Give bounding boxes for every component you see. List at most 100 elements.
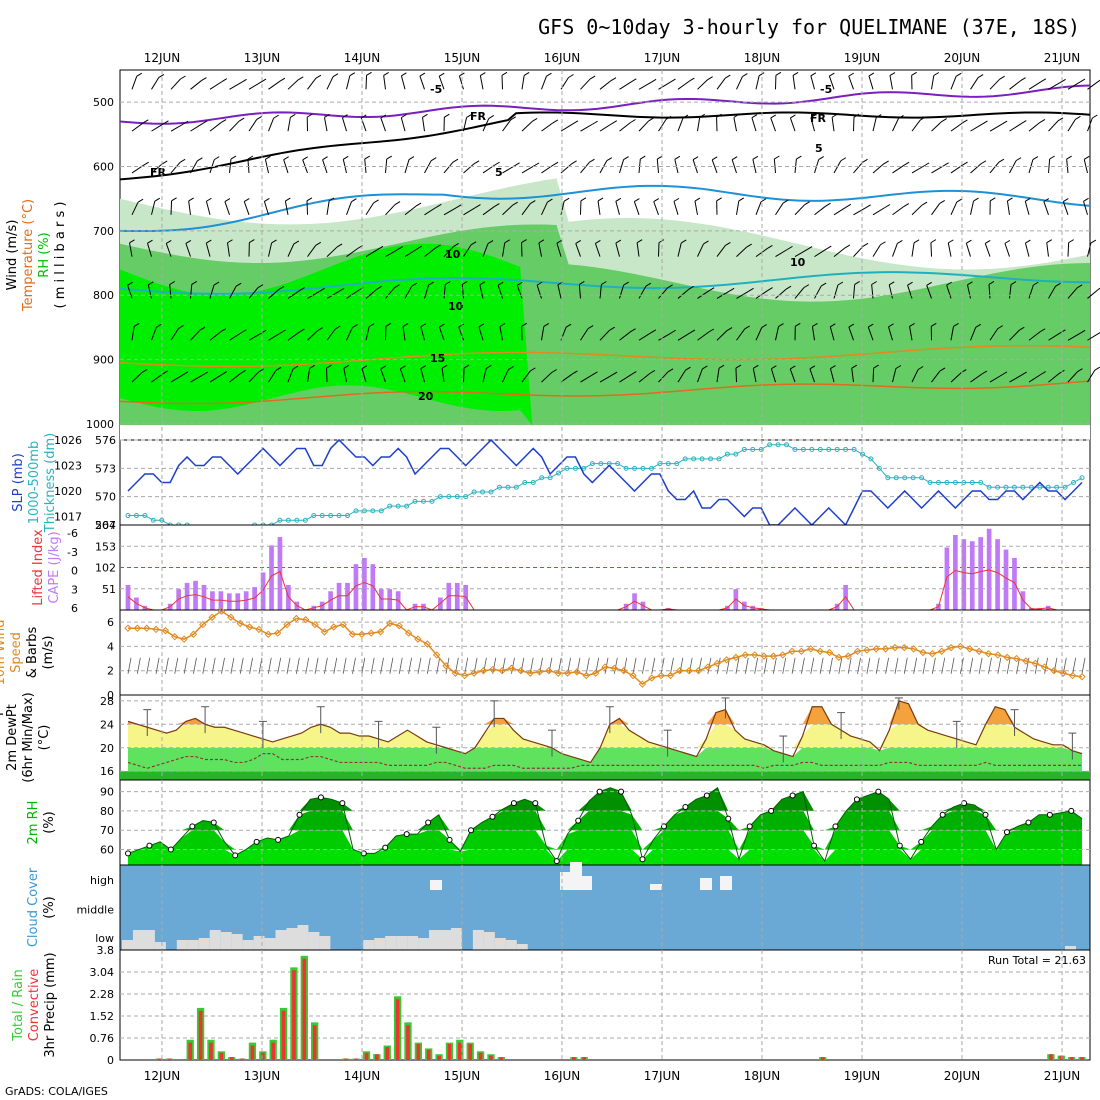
wind-barb bbox=[268, 117, 275, 132]
wind-barb bbox=[541, 326, 545, 341]
wind-barb-flag bbox=[401, 114, 407, 119]
contour-label: FR bbox=[810, 112, 827, 125]
wind-barb bbox=[833, 247, 846, 258]
wind-speed-point bbox=[432, 651, 441, 659]
wind-barb bbox=[170, 200, 173, 215]
wind-speed-point bbox=[367, 629, 375, 637]
surface-wind-barb bbox=[155, 657, 160, 674]
wind-speed-point bbox=[956, 642, 965, 651]
rh-point bbox=[703, 792, 710, 799]
surface-wind-barb bbox=[810, 657, 815, 674]
low-cloud-bar bbox=[418, 938, 430, 950]
surface-wind-barb bbox=[903, 657, 908, 674]
wind-barb-flag bbox=[999, 75, 1005, 80]
wind-barb-flag bbox=[795, 322, 801, 327]
cape-bar bbox=[362, 557, 367, 610]
cape-bar bbox=[193, 580, 198, 610]
thickness-point bbox=[885, 475, 891, 481]
wind-barb-flag bbox=[206, 239, 212, 244]
wind-speed-point bbox=[984, 650, 993, 658]
low-cloud-bar bbox=[363, 940, 375, 950]
wind-barb-flag bbox=[636, 239, 643, 244]
thickness-point bbox=[589, 461, 595, 467]
thickness-point bbox=[809, 446, 815, 452]
panel-label: (%) bbox=[42, 896, 57, 919]
thickness-tick: 576 bbox=[95, 434, 116, 447]
pressure-tick: 600 bbox=[93, 161, 114, 174]
surface-wind-barb bbox=[744, 657, 749, 674]
wind-barb bbox=[263, 201, 269, 215]
wind-speed-point bbox=[517, 667, 525, 675]
wind-speed-point bbox=[573, 668, 581, 676]
wind-barb-flag bbox=[260, 78, 267, 83]
wind-barb bbox=[755, 201, 762, 215]
wind-barb-flag bbox=[955, 72, 962, 77]
wind-barb bbox=[190, 374, 203, 383]
wind-barb bbox=[343, 368, 347, 383]
wind-barb-flag bbox=[1025, 239, 1031, 244]
thickness-point bbox=[454, 494, 460, 500]
date-label-top: 17JUN bbox=[644, 51, 681, 65]
convective-bar bbox=[572, 1057, 576, 1060]
rh-point bbox=[660, 823, 667, 830]
wind-barb-flag bbox=[415, 202, 422, 207]
wind-barb-flag bbox=[610, 77, 617, 82]
thickness-point bbox=[319, 513, 325, 519]
cape-bar bbox=[961, 539, 967, 610]
wind-speed-point bbox=[863, 646, 871, 654]
wind-barb-flag bbox=[257, 284, 264, 289]
wind-speed-point bbox=[526, 669, 534, 677]
wind-barb bbox=[615, 201, 620, 215]
cape-bar bbox=[125, 585, 131, 610]
wind-barb-flag bbox=[648, 117, 654, 122]
wind-barb-flag bbox=[258, 368, 264, 373]
wind-barb-flag bbox=[265, 155, 271, 160]
wind-barb-flag bbox=[767, 245, 773, 249]
wind-barb bbox=[229, 158, 232, 174]
wind-barb bbox=[1048, 332, 1061, 341]
wind-barb-flag bbox=[309, 364, 315, 369]
wind-barb bbox=[346, 290, 359, 299]
wind-barb-flag bbox=[385, 322, 392, 327]
wind-barb-flag bbox=[361, 365, 368, 370]
wind-barb bbox=[697, 331, 710, 341]
wind-barb-flag bbox=[306, 197, 313, 202]
wind-barb-flag bbox=[1019, 326, 1025, 331]
wind-barb-flag bbox=[640, 155, 646, 160]
cloud-level-label: middle bbox=[76, 904, 114, 917]
wind-barb-flag bbox=[848, 323, 855, 328]
thickness-point bbox=[733, 451, 739, 457]
wind-barb-flag bbox=[162, 370, 169, 375]
wind-speed-point bbox=[704, 663, 712, 671]
wind-barb bbox=[479, 75, 484, 90]
low-cloud-bar bbox=[374, 938, 386, 950]
pressure-tick: 700 bbox=[93, 225, 114, 238]
wind-barb-flag bbox=[299, 287, 305, 292]
surface-wind-barb bbox=[875, 657, 880, 674]
wind-speed-point bbox=[648, 674, 656, 682]
wind-barb-flag bbox=[631, 371, 637, 375]
wind-barb-flag bbox=[373, 199, 379, 204]
wind-speed-point bbox=[386, 619, 394, 628]
wind-barb-flag bbox=[366, 71, 372, 76]
wind-barb bbox=[287, 117, 291, 132]
wind-barb bbox=[521, 203, 531, 216]
wind-barb-flag bbox=[962, 161, 968, 166]
wind-barb-flag bbox=[394, 284, 400, 289]
wind-barb bbox=[443, 207, 457, 216]
rh-point bbox=[382, 844, 389, 851]
wind-barb-flag bbox=[898, 115, 904, 119]
wind-barb-flag bbox=[1010, 281, 1017, 285]
wind-barb bbox=[1028, 374, 1042, 383]
wind-barb-flag bbox=[280, 329, 286, 334]
wind-barb bbox=[502, 369, 509, 383]
wind-barb bbox=[1028, 284, 1034, 299]
contour-label: FR bbox=[150, 166, 167, 179]
date-label-top: 19JUN bbox=[844, 51, 881, 65]
wind-speed-point bbox=[227, 613, 235, 621]
high-cloud-bar bbox=[430, 880, 442, 890]
wind-barb bbox=[638, 372, 651, 383]
wind-barb bbox=[229, 120, 240, 132]
surface-wind-barb bbox=[1034, 657, 1039, 674]
wind-speed-point bbox=[1050, 667, 1058, 675]
